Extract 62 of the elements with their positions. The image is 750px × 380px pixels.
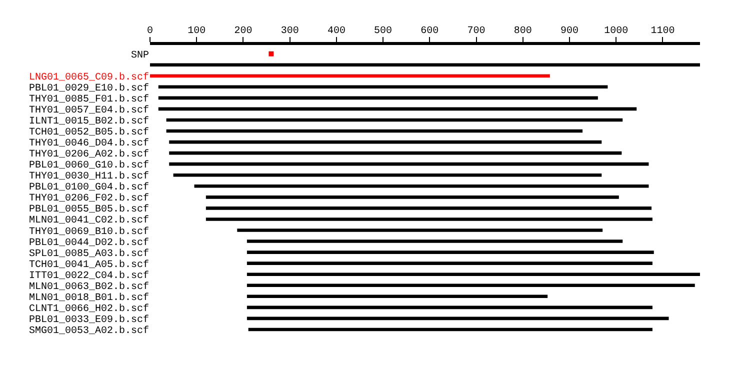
bar — [158, 107, 637, 111]
x-tick-label: 400 — [327, 26, 346, 37]
bar — [248, 328, 652, 332]
x-tick-label: 0 — [146, 26, 154, 37]
y-tick-label: LNG01_0065_C09.b.scf — [28, 71, 149, 84]
bar — [246, 284, 695, 288]
x-tick-label: 900 — [560, 26, 578, 37]
x-tick-label: 300 — [280, 26, 299, 37]
y-tick-label: THY01_0085_F01.b.scf — [28, 93, 149, 106]
x-tick-label: 600 — [420, 26, 439, 37]
y-tick-label: THY01_0030_H11.b.scf — [28, 170, 149, 183]
bar — [246, 316, 669, 320]
bar — [169, 151, 622, 155]
y-tick-label: THY01_0206_A02.b.scf — [28, 148, 149, 161]
y-tick-label: THY01_0046_D04.b.scf — [28, 138, 149, 150]
x-tick-label: 1000 — [604, 26, 628, 37]
x-tick-label: 100 — [188, 26, 206, 37]
y-tick-label: CLNT1_0066_H02.b.scf — [28, 302, 149, 315]
bar — [173, 173, 602, 177]
y-tick-label: PBL01_0060_G10.b.scf — [28, 160, 149, 172]
bar — [246, 272, 700, 276]
y-tick-label: PBL01_0033_E09.b.scf — [28, 314, 149, 326]
bar — [166, 118, 623, 122]
y-tick-label: PBL01_0100_G04.b.scf — [28, 182, 149, 194]
y-tick-label: ITT01_0022_C04.b.scf — [28, 270, 149, 282]
x-tick-label: 800 — [514, 26, 532, 37]
y-tick-label: THY01_0057_E04.b.scf — [28, 104, 149, 116]
bar — [246, 262, 652, 265]
bar — [150, 63, 700, 66]
bar — [246, 294, 548, 298]
y-tick-label: PBL01_0044_D02.b.scf — [28, 236, 149, 249]
bar — [158, 96, 598, 100]
y-tick-label: TCH01_0052_B05.b.scf — [28, 126, 149, 139]
bar — [169, 140, 602, 144]
y-tick-label: PBL01_0055_B05.b.scf — [28, 204, 149, 216]
x-tick-label: 200 — [234, 26, 252, 37]
y-tick-label: SMG01_0053_A02.b.scf — [28, 324, 149, 337]
y-tick-label: MLN01_0041_C02.b.scf — [28, 214, 149, 227]
bar — [158, 85, 608, 89]
y-tick-label: ILNT1_0015_B02.b.scf — [28, 115, 149, 128]
y-tick-label: THY01_0069_B10.b.scf — [28, 226, 149, 238]
y-tick-label: MLN01_0018_B01.b.scf — [28, 292, 149, 304]
bar — [246, 250, 654, 254]
bar — [150, 74, 550, 78]
bar — [237, 228, 603, 232]
bar — [166, 129, 583, 133]
y-tick-label: SNP — [130, 50, 149, 62]
bar — [194, 184, 649, 188]
bar — [206, 218, 652, 221]
y-tick-label: THY01_0206_F02.b.scf — [28, 192, 149, 205]
bar — [206, 206, 652, 210]
bar — [169, 162, 649, 166]
x-tick-label: 1100 — [650, 26, 675, 37]
x-tick-label: 700 — [467, 26, 486, 37]
x-tick-label: 500 — [374, 26, 392, 37]
bar — [246, 306, 652, 310]
y-tick-label: SPL01_0085_A03.b.scf — [28, 248, 149, 260]
y-tick-label: MLN01_0063_B02.b.scf — [28, 280, 149, 293]
bar — [206, 196, 619, 199]
y-tick-label: TCH01_0041_A05.b.scf — [28, 258, 149, 271]
y-tick-label: PBL01_0029_E10.b.scf — [28, 82, 149, 94]
bar — [246, 240, 623, 243]
